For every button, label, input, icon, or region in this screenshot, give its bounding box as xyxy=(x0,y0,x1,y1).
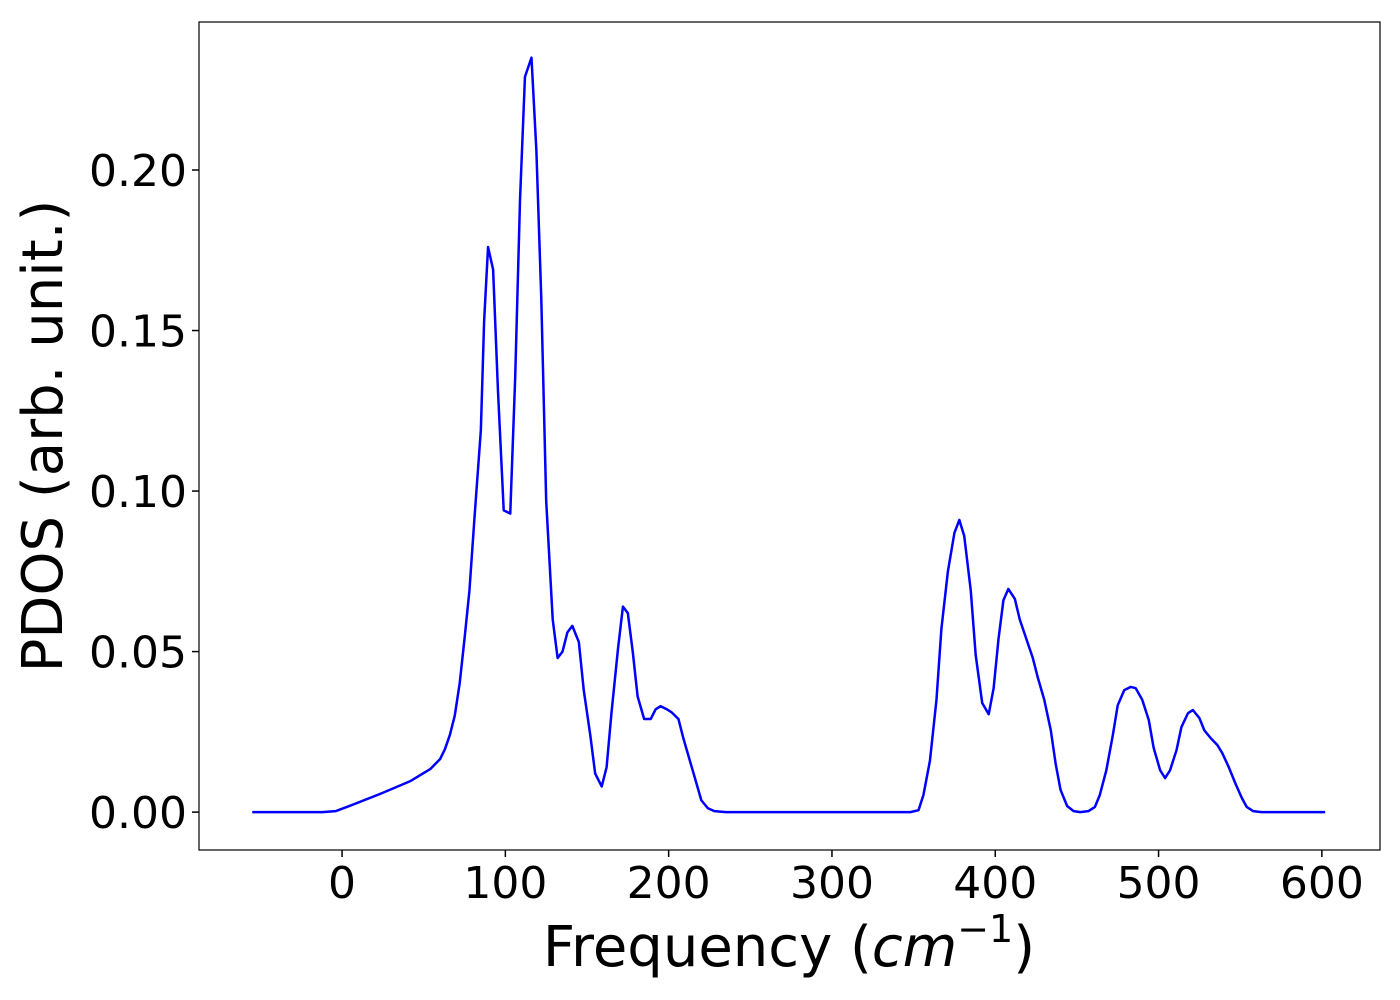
x-tick-label: 0 xyxy=(328,858,356,909)
y-tick-label: 0.15 xyxy=(89,307,187,358)
y-tick-label: 0.00 xyxy=(89,788,187,839)
x-tick-label: 100 xyxy=(463,858,547,909)
y-axis-label: PDOS (arb. unit.) xyxy=(11,200,76,673)
x-tick-label: 600 xyxy=(1280,858,1364,909)
x-tick-label: 400 xyxy=(953,858,1037,909)
line xyxy=(252,56,1326,814)
x-tick-label: 500 xyxy=(1117,858,1201,909)
y-tick-label: 0.10 xyxy=(89,467,187,518)
y-tick-label: 0.05 xyxy=(89,628,187,679)
y-tick-label: 0.20 xyxy=(89,146,187,197)
plot-frame xyxy=(198,21,1381,851)
x-axis-label: Frequency (cm−1) xyxy=(543,907,1035,980)
x-tick-label: 200 xyxy=(627,858,711,909)
x-tick-label: 300 xyxy=(790,858,874,909)
